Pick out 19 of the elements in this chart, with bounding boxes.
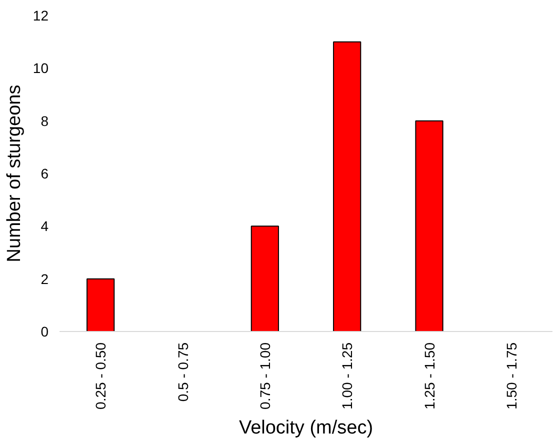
y-tick-label: 10 bbox=[32, 60, 49, 76]
bar bbox=[415, 120, 444, 332]
y-tick-label: 4 bbox=[40, 218, 49, 234]
x-axis-title: Velocity (m/sec) bbox=[238, 417, 374, 438]
y-tick-label: 12 bbox=[32, 8, 49, 24]
bar bbox=[333, 41, 362, 332]
x-tick-label: 1.50 - 1.75 bbox=[503, 342, 520, 410]
y-tick-label: 2 bbox=[40, 270, 49, 287]
bar bbox=[86, 278, 115, 332]
bar bbox=[250, 226, 279, 332]
x-tick-label: 0.5 - 0.75 bbox=[174, 342, 191, 402]
y-tick-label: 6 bbox=[40, 166, 49, 182]
x-tick-label: 0.25 - 0.50 bbox=[92, 342, 109, 410]
x-tick-label: 1.00 - 1.25 bbox=[339, 342, 356, 410]
x-tick-label: 1.25 - 1.50 bbox=[421, 342, 438, 410]
y-tick-label: 8 bbox=[40, 112, 49, 129]
y-axis-title: Number of sturgeons bbox=[4, 84, 25, 262]
y-tick-label: 0 bbox=[40, 324, 49, 340]
x-tick-label: 0.75 - 1.00 bbox=[256, 342, 273, 410]
